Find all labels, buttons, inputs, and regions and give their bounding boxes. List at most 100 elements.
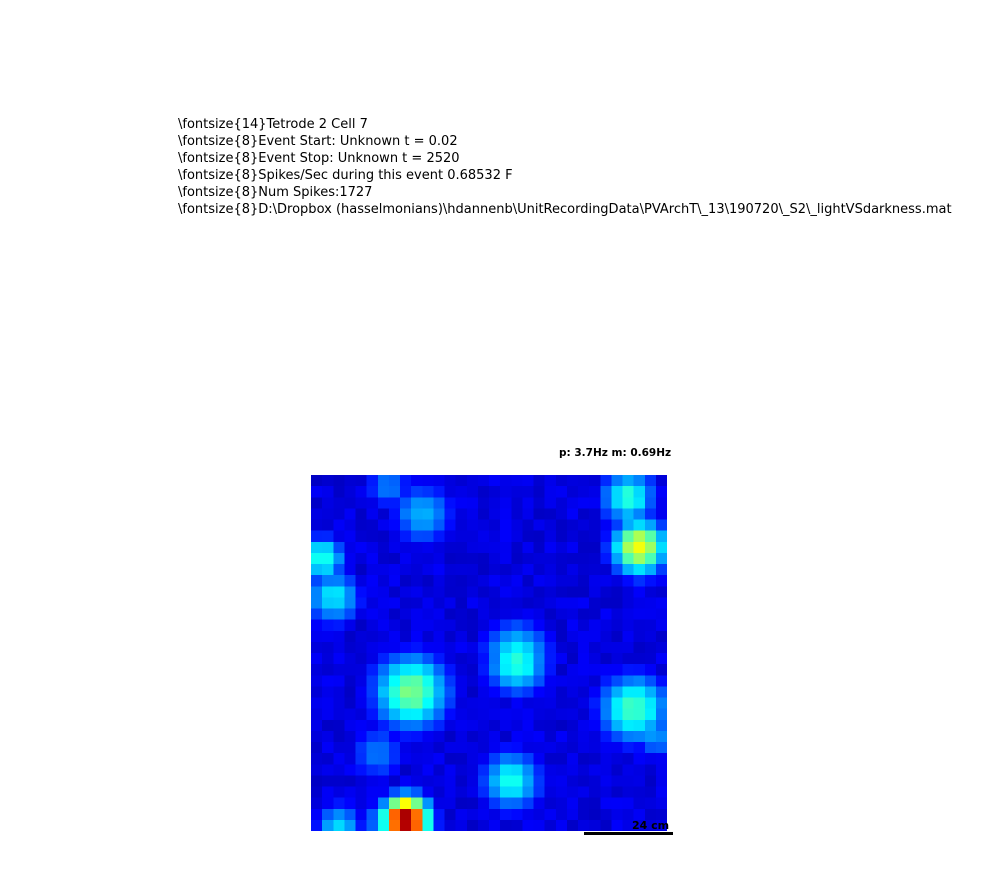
heatmap-cell <box>344 708 356 721</box>
heatmap-cell <box>355 619 367 632</box>
heatmap-cell <box>500 552 512 565</box>
heatmap-cell <box>644 575 657 587</box>
heatmap-cell <box>522 564 534 576</box>
heatmap-cell <box>566 653 579 665</box>
heatmap-cell <box>344 775 356 787</box>
heatmap-cell <box>366 552 379 565</box>
heatmap-cell <box>600 552 612 565</box>
heatmap-cell <box>611 608 623 620</box>
heatmap-cell <box>589 786 601 798</box>
heatmap-cell <box>500 597 512 609</box>
heatmap-cell <box>555 742 568 754</box>
heatmap-cell <box>600 753 612 765</box>
heatmap-cell <box>455 630 468 643</box>
heatmap-cell <box>644 753 657 765</box>
heatmap-cell <box>566 519 579 531</box>
heatmap-cell <box>411 608 423 620</box>
heatmap-cell <box>589 730 601 743</box>
heatmap-cell <box>655 775 667 787</box>
heatmap-cell <box>455 475 468 487</box>
heatmap-cell <box>355 575 367 587</box>
heatmap-cell <box>589 530 601 543</box>
heatmap-cell <box>455 686 468 698</box>
heatmap-cell <box>511 819 523 831</box>
heatmap-cell <box>566 719 579 732</box>
heatmap-cell <box>366 775 379 787</box>
heatmap-cell <box>500 742 512 754</box>
heatmap-cell <box>589 808 601 821</box>
heatmap-cell <box>500 753 512 765</box>
heatmap-cell <box>377 686 390 698</box>
heatmap-cell <box>522 519 534 531</box>
heatmap-cell <box>422 675 434 687</box>
heatmap-cell <box>433 564 445 576</box>
heatmap-cell <box>566 641 579 654</box>
heatmap-cell <box>311 753 323 765</box>
heatmap-cell <box>422 797 434 810</box>
heatmap-cell <box>411 575 423 587</box>
heatmap-cell <box>600 775 612 787</box>
heatmap-cell <box>500 730 512 743</box>
heatmap-cell <box>555 575 568 587</box>
heatmap-cell <box>400 653 412 665</box>
heatmap-cell <box>533 564 545 576</box>
heatmap-cell <box>589 541 601 554</box>
heatmap-cell <box>366 630 379 643</box>
heatmap-cell <box>466 552 479 565</box>
heatmap-cell <box>344 653 356 665</box>
heatmap-cell <box>322 519 334 531</box>
heatmap-cell <box>544 486 557 498</box>
heatmap-cell <box>355 608 367 620</box>
heatmap-cell <box>366 797 379 810</box>
heatmap-cell <box>489 575 501 587</box>
heatmap-cell <box>388 819 401 831</box>
heatmap-cell <box>533 786 545 798</box>
heatmap-cell <box>355 497 367 509</box>
heatmap-cell <box>655 786 667 798</box>
heatmap-cell <box>589 675 601 687</box>
heatmap-cell <box>388 786 401 798</box>
heatmap-cell <box>500 764 512 776</box>
heatmap-cell <box>422 686 434 698</box>
heatmap-cell <box>433 630 445 643</box>
heatmap-cell <box>422 586 434 598</box>
heatmap-cell <box>522 597 534 609</box>
heatmap-cell <box>377 719 390 732</box>
heatmap-cell <box>589 797 601 810</box>
heatmap-cell <box>377 508 390 520</box>
header-spike-rate: \fontsize{8}Spikes/Sec during this event… <box>178 168 513 183</box>
heatmap-cell <box>455 786 468 798</box>
heatmap-cell <box>477 486 490 498</box>
heatmap-cell <box>311 808 323 821</box>
heatmap-cell <box>578 764 590 776</box>
heatmap-cell <box>355 664 367 676</box>
heatmap-cell <box>455 697 468 709</box>
heatmap-cell <box>611 730 623 743</box>
heatmap-cell <box>355 753 367 765</box>
heatmap-cell <box>511 808 523 821</box>
heatmap-cell <box>455 497 468 509</box>
heatmap-cell <box>322 753 334 765</box>
heatmap-cell <box>633 541 646 554</box>
heatmap-cell <box>444 708 456 721</box>
heatmap-cell <box>600 764 612 776</box>
heatmap-cell <box>522 708 534 721</box>
heatmap-cell <box>522 797 534 810</box>
heatmap-cell <box>433 775 445 787</box>
heatmap-cell <box>322 819 334 831</box>
heatmap-cell <box>411 619 423 632</box>
heatmap-cell <box>533 541 545 554</box>
heatmap-cell <box>655 475 667 487</box>
heatmap-cell <box>466 564 479 576</box>
heatmap-cell <box>455 530 468 543</box>
heatmap-cell <box>655 486 667 498</box>
heatmap-cell <box>422 497 434 509</box>
heatmap-cell <box>578 630 590 643</box>
heatmap-cell <box>555 541 568 554</box>
heatmap-cell <box>466 797 479 810</box>
heatmap-cell <box>622 797 634 810</box>
heatmap-cell <box>322 742 334 754</box>
heatmap-cell <box>611 552 623 565</box>
heatmap-cell <box>500 641 512 654</box>
heatmap-cell <box>500 530 512 543</box>
